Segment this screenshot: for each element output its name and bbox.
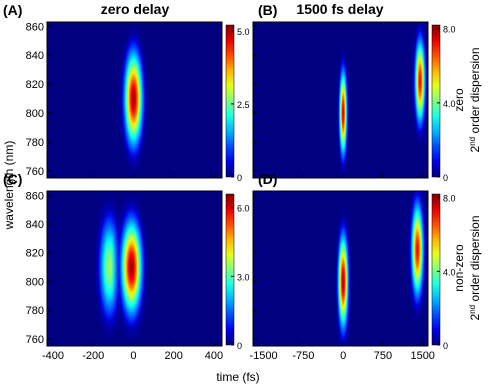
colorbar-tick-label: 0	[443, 173, 448, 183]
superscript: nd	[468, 305, 477, 314]
text: order dispersion	[468, 48, 482, 137]
colorbar-tick-label: 8.0	[443, 25, 456, 35]
x-tick-label: 1500	[410, 350, 434, 362]
y-tick-label: 860	[26, 190, 44, 202]
y-tick-label: 780	[26, 305, 44, 317]
text: 2	[468, 313, 482, 320]
y-axis-label: wavelength (nm)	[2, 141, 16, 231]
x-tick-label: -1500	[250, 350, 278, 362]
x-tick-label: 750	[374, 350, 392, 362]
heatmap	[90, 191, 151, 346]
text: 2	[468, 145, 482, 152]
row-label-line: non-zero	[452, 244, 466, 292]
column-title: zero delay	[101, 1, 170, 17]
intensity-blob	[410, 22, 428, 160]
y-tick-label: 860	[26, 21, 44, 33]
row-label-line: 2nd order dispersion	[468, 48, 482, 153]
colorbar	[431, 193, 441, 346]
x-axis-label: time (fs)	[216, 370, 259, 384]
plot-frame	[46, 21, 223, 179]
colorbar-tick-label: 3.0	[237, 272, 250, 282]
colorbar	[225, 24, 235, 178]
y-tick-label: 760	[26, 334, 44, 346]
colorbar-tick-label: 4.0	[443, 267, 456, 277]
plot-frame	[252, 190, 429, 347]
row-label-line: zero	[452, 88, 466, 112]
x-tick-label: 0	[340, 350, 346, 362]
panel-label: (B)	[258, 2, 277, 18]
x-tick-label: 200	[165, 350, 183, 362]
x-tick-label: -750	[292, 350, 314, 362]
text: order dispersion	[468, 216, 482, 305]
y-tick-label: 760	[26, 166, 44, 178]
x-tick-label: -200	[82, 350, 104, 362]
panel-label: (D)	[258, 171, 277, 187]
panel-label: (A)	[3, 2, 22, 18]
colorbar-tick-label: 8.0	[443, 194, 456, 204]
intensity-blob	[333, 195, 353, 346]
superscript: nd	[468, 137, 477, 146]
x-tick-label: 0	[130, 350, 136, 362]
colorbar-tick-label: 0	[237, 341, 242, 351]
row-label: non-zero 2nd order dispersion	[452, 216, 482, 321]
intensity-blob	[112, 191, 151, 346]
colorbar-tick-label: 2.5	[237, 100, 250, 110]
y-tick-label: 800	[26, 108, 44, 120]
plot-frame	[252, 21, 429, 179]
colorbar-tick-label: 4.0	[443, 99, 456, 109]
intensity-blob	[116, 22, 151, 178]
colorbar	[431, 24, 441, 178]
intensity-blob	[406, 191, 428, 336]
y-tick-label: 840	[26, 219, 44, 231]
colorbar-tick-label: 5.0	[237, 27, 250, 37]
y-tick-label: 780	[26, 137, 44, 149]
heatmap	[116, 22, 151, 178]
y-tick-label: 820	[26, 248, 44, 260]
y-tick-label: 840	[26, 50, 44, 62]
x-tick-label: 400	[205, 350, 223, 362]
heatmap	[335, 22, 428, 178]
heatmap	[333, 191, 428, 346]
colorbar-tick-label: 6.0	[237, 204, 250, 214]
intensity-blob	[335, 35, 351, 178]
colorbar-tick-label: 0	[443, 341, 448, 351]
colorbar	[225, 193, 235, 346]
row-label-line: 2nd order dispersion	[468, 216, 482, 321]
column-title: 1500 fs delay	[296, 1, 383, 17]
y-tick-label: 800	[26, 276, 44, 288]
y-tick-label: 820	[26, 79, 44, 91]
panel-label: (C)	[3, 171, 22, 187]
plot-frame	[46, 190, 223, 347]
x-tick-label: -400	[42, 350, 64, 362]
colorbar-tick-label: 0	[237, 173, 242, 183]
row-label: zero 2nd order dispersion	[452, 48, 482, 153]
